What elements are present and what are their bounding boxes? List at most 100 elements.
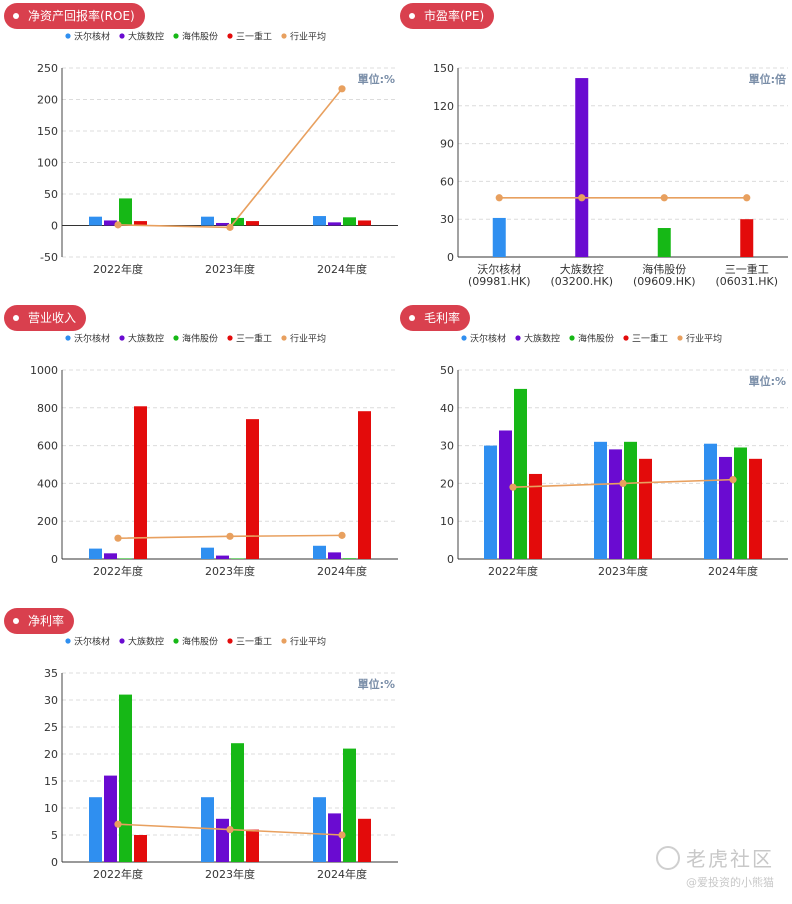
legend-marker (65, 335, 71, 341)
x-tick-label: 大族数控 (560, 262, 604, 276)
legend-label: 沃尔核材 (74, 636, 110, 648)
y-tick-label: 250 (37, 62, 58, 75)
gross-margin-title: 毛利率 (424, 311, 461, 325)
legend-label: 三一重工 (632, 333, 668, 345)
bar (575, 78, 589, 257)
y-tick-label: 0 (51, 553, 58, 566)
revenue-title-badge: 营业收入 (4, 305, 87, 331)
bar (201, 547, 214, 559)
legend-marker (173, 33, 179, 39)
bar (134, 835, 147, 862)
x-tick-label: 三一重工 (725, 262, 769, 276)
bar (216, 555, 229, 559)
y-tick-label: 120 (433, 100, 454, 113)
bar (216, 222, 229, 226)
bar (246, 419, 259, 559)
legend-label: 海伟股份 (578, 333, 614, 345)
y-tick-label: 60 (440, 175, 454, 188)
legend-label: 三一重工 (236, 333, 272, 345)
legend-label: 行业平均 (290, 31, 326, 43)
y-tick-label: 150 (37, 125, 58, 138)
watermark-sub: @爱投资的小熊猫 (686, 876, 774, 889)
legend-marker (677, 335, 683, 341)
y-tick-label: 200 (37, 515, 58, 528)
bar (328, 813, 341, 862)
y-tick-label: 1000 (30, 364, 58, 377)
bar (119, 198, 132, 226)
x-tick-label: 2022年度 (93, 262, 143, 276)
x-tick-label: (09609.HK) (633, 275, 696, 288)
legend-label: 大族数控 (128, 636, 164, 648)
legend-marker (281, 638, 287, 644)
revenue-title: 营业收入 (28, 311, 77, 325)
legend-marker (119, 33, 125, 39)
unit-label: 單位:% (358, 677, 395, 691)
x-tick-label: 2022年度 (488, 564, 538, 578)
y-tick-label: 20 (440, 477, 454, 490)
bar (358, 220, 371, 226)
bar (134, 221, 147, 226)
average-point (226, 223, 234, 231)
legend-marker (569, 335, 575, 341)
x-tick-label: 2022年度 (93, 564, 143, 578)
gross-margin-chart-panel: 毛利率 沃尔核材 大族数控 海伟股份 三一重工 行业平均 0 10 20 30 40 50 單位:% 2… (396, 302, 792, 602)
badge-dot-icon (409, 315, 415, 321)
average-point (226, 532, 234, 540)
legend-marker (65, 33, 71, 39)
watermark: 老虎社区 @爱投资的小熊猫 (656, 843, 774, 890)
unit-label: 單位:% (749, 374, 786, 388)
bar (499, 430, 512, 559)
bar (328, 552, 341, 559)
y-tick-label: 90 (440, 138, 454, 151)
y-tick-label: 30 (440, 213, 454, 226)
legend-marker (65, 638, 71, 644)
roe-title-badge: 净资产回报率(ROE) (4, 3, 145, 29)
average-point (226, 826, 234, 834)
bar (484, 445, 497, 559)
bar (749, 458, 762, 559)
y-tick-label: 40 (440, 402, 454, 415)
legend-label: 三一重工 (236, 636, 272, 648)
legend-marker (461, 335, 467, 341)
average-point (729, 476, 737, 484)
bar (231, 743, 244, 862)
legend-marker (173, 335, 179, 341)
revenue-chart-svg: 沃尔核材 大族数控 海伟股份 三一重工 行业平均 0 200 400 600 800 1000 202… (30, 333, 398, 578)
average-point (509, 483, 517, 491)
badge-dot-icon (409, 13, 415, 19)
y-tick-label: 0 (447, 553, 454, 566)
legend-label: 行业平均 (290, 333, 326, 345)
x-tick-label: 2024年度 (317, 867, 367, 881)
bar (343, 748, 356, 862)
badge-dot-icon (13, 13, 19, 19)
bar (328, 222, 341, 226)
bar (358, 411, 371, 559)
bar (201, 216, 214, 226)
bar (358, 818, 371, 862)
roe-chart-panel: 净资产回报率(ROE) 沃尔核材 大族数控 海伟股份 三一重工 行业平均 -50 0 50 10… (0, 0, 400, 300)
x-tick-label: 2022年度 (93, 867, 143, 881)
y-tick-label: 200 (37, 94, 58, 107)
pe-chart-panel: 市盈率(PE) 0 30 60 90 120 150 單位:倍 沃尔核材 (09981.HK) 大… (396, 0, 792, 300)
x-tick-label: 2024年度 (708, 564, 758, 578)
legend-marker (623, 335, 629, 341)
bar (89, 797, 102, 862)
roe-title: 净资产回报率(ROE) (28, 9, 135, 23)
legend-label: 大族数控 (128, 31, 164, 43)
x-tick-label: 沃尔核材 (477, 262, 521, 276)
average-point (743, 194, 751, 202)
y-tick-label: 10 (44, 802, 58, 815)
legend-label: 海伟股份 (182, 333, 218, 345)
legend-marker (281, 33, 287, 39)
bar (313, 216, 326, 226)
y-tick-label: -50 (40, 251, 58, 264)
legend-label: 沃尔核材 (74, 31, 110, 43)
tiger-logo-icon (656, 846, 680, 870)
bar (119, 558, 132, 559)
legend-marker (119, 335, 125, 341)
bar (201, 797, 214, 862)
average-point (578, 194, 586, 202)
legend-label: 三一重工 (236, 31, 272, 43)
y-tick-label: 30 (440, 440, 454, 453)
